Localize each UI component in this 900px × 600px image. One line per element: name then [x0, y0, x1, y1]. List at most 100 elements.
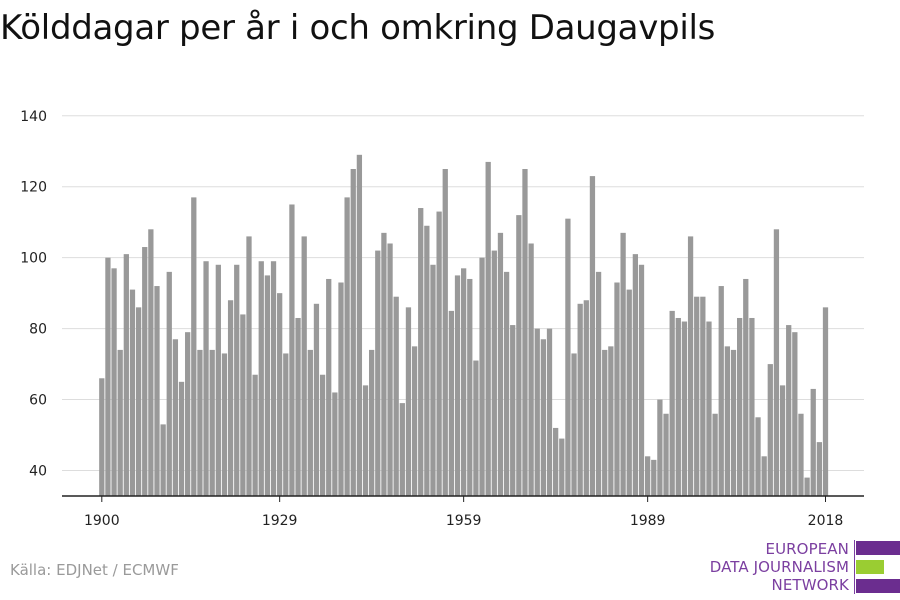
bar: [583, 300, 589, 496]
bar: [497, 232, 504, 496]
bar: [375, 250, 381, 496]
bar: [792, 332, 798, 496]
bar: [221, 353, 228, 496]
bar: [289, 204, 295, 496]
bar: [706, 321, 712, 496]
bar: [798, 413, 804, 496]
bar: [399, 403, 405, 496]
bar: [142, 247, 148, 496]
bar: [191, 197, 197, 497]
bar: [608, 346, 614, 496]
bar: [485, 161, 491, 496]
x-tick-label: 1989: [630, 513, 666, 529]
bar: [626, 289, 632, 496]
bar: [111, 268, 117, 496]
bar: [663, 413, 669, 496]
bar: [645, 456, 651, 496]
source-note: Källa: EDJNet / ECMWF: [10, 561, 179, 579]
bar: [620, 232, 626, 496]
bar: [657, 399, 663, 496]
bar: [528, 243, 534, 496]
bar: [117, 349, 123, 496]
bar: [313, 303, 320, 496]
bar: [700, 296, 706, 496]
bar: [123, 254, 129, 496]
bar: [307, 349, 313, 496]
bar: [577, 303, 583, 496]
bar: [227, 300, 234, 496]
logo-divider: [854, 540, 855, 594]
logo-text: EUROPEAN DATA JOURNALISM NETWORK: [710, 540, 854, 594]
bar: [99, 378, 105, 496]
y-tick-label: 60: [29, 393, 47, 409]
bar: [816, 442, 823, 496]
bar: [675, 317, 681, 496]
x-tick-label: 1929: [262, 513, 298, 529]
y-tick-label: 80: [29, 322, 47, 338]
bar: [712, 413, 718, 496]
y-tick-label: 100: [20, 251, 47, 267]
bar: [786, 325, 792, 496]
bar: [350, 169, 356, 496]
bar: [264, 275, 271, 496]
bar: [424, 225, 430, 496]
bar: [546, 328, 553, 496]
logo-line-1: EUROPEAN: [765, 540, 849, 558]
edjnet-logo: EUROPEAN DATA JOURNALISM NETWORK: [710, 540, 900, 594]
bar: [553, 427, 559, 496]
bar: [743, 278, 749, 496]
bar: [301, 236, 307, 496]
bar: [755, 417, 761, 496]
bar: [448, 310, 455, 496]
bar: [454, 275, 461, 496]
bar: [602, 349, 608, 496]
bar: [332, 392, 338, 496]
bar: [277, 293, 283, 496]
bar: [234, 264, 240, 496]
bar: [669, 310, 675, 496]
bar: [381, 232, 387, 496]
x-tick-label: 2018: [808, 513, 844, 529]
bar: [411, 346, 418, 496]
bar: [595, 271, 602, 496]
bar: [510, 325, 516, 496]
bar: [418, 208, 424, 496]
bar: [779, 385, 786, 496]
bar: [258, 261, 264, 496]
bar: [178, 381, 185, 496]
bar: [461, 268, 467, 496]
bar: [767, 364, 773, 496]
bar: [430, 264, 436, 496]
bar: [479, 257, 485, 496]
bar: [559, 438, 565, 496]
bar: [804, 477, 810, 496]
bar: [135, 307, 142, 496]
bar: [540, 339, 547, 496]
logo-bars: [855, 540, 900, 594]
bar: [338, 282, 344, 496]
bar: [240, 314, 246, 496]
bar: [730, 349, 737, 496]
bar: [571, 353, 577, 496]
bar: [565, 218, 571, 496]
logo-line-3: NETWORK: [771, 576, 849, 594]
bar: [129, 289, 136, 496]
bar: [473, 360, 479, 496]
bar: [749, 317, 755, 496]
y-tick-label: 120: [20, 180, 47, 196]
bar: [516, 215, 522, 496]
bar: [362, 385, 369, 496]
bar: [185, 332, 191, 496]
bar: [148, 229, 154, 496]
bar: [209, 349, 215, 496]
logo-bar-3: [856, 579, 900, 593]
bar: [215, 264, 221, 496]
bar: [405, 307, 412, 496]
y-tick-label: 40: [29, 464, 47, 480]
bar: [197, 349, 203, 496]
bar: [534, 328, 540, 496]
bar: [687, 236, 694, 496]
x-tick-label: 1900: [84, 513, 120, 529]
bar: [724, 346, 731, 496]
